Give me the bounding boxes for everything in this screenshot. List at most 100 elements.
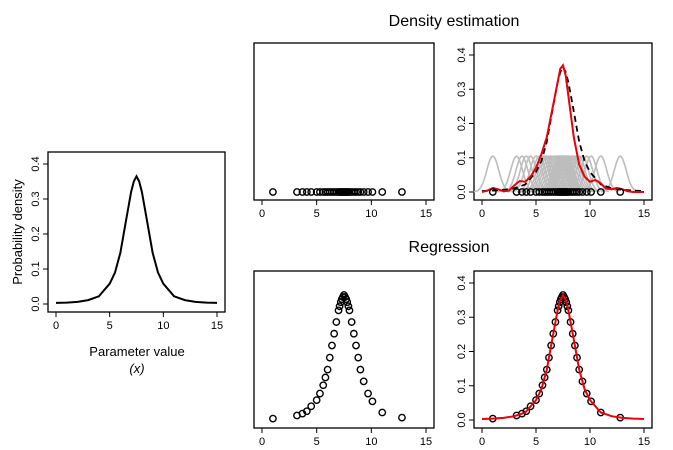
x-tick-label: 0 <box>259 208 265 220</box>
x-tick-label: 10 <box>584 436 596 448</box>
x-tick-label: 10 <box>365 208 377 220</box>
density-estimation-title: Density estimation <box>389 13 520 30</box>
x-tick-label: 0 <box>479 208 485 220</box>
sample-point <box>578 188 587 196</box>
sample-point <box>616 188 625 196</box>
y-tick-label: 0.2 <box>30 226 42 241</box>
sample-point <box>298 188 307 196</box>
plot-frame <box>253 42 435 201</box>
regression-title: Regression <box>409 239 490 256</box>
x-tick-label: 15 <box>211 320 223 332</box>
x-tick-label: 15 <box>638 208 650 220</box>
x-tick-label: 10 <box>365 436 377 448</box>
sample-point <box>522 188 531 196</box>
sample-point <box>356 365 365 374</box>
sample-point <box>359 188 368 196</box>
sample-point <box>587 397 595 406</box>
x-axis-label-symbol: (x) <box>129 361 144 376</box>
sample-point <box>307 402 316 411</box>
sample-point <box>335 302 344 311</box>
x-tick-label: 0 <box>259 436 265 448</box>
sample-point <box>293 188 301 196</box>
sample-point <box>316 389 324 398</box>
sample-point <box>582 188 591 196</box>
sample-point <box>512 188 521 196</box>
x-tick-label: 5 <box>533 208 539 220</box>
sample-point <box>488 188 497 196</box>
sample-point <box>343 298 352 307</box>
sample-point <box>364 188 372 196</box>
y-tick-label: 0.1 <box>456 378 468 393</box>
sample-point <box>316 188 324 196</box>
x-tick-label: 10 <box>584 208 596 220</box>
x-tick-label: 5 <box>107 320 113 332</box>
sample-point <box>321 373 330 382</box>
x-tick-label: 15 <box>420 436 432 448</box>
sample-point <box>302 188 311 196</box>
sample-point <box>269 414 277 423</box>
sample-point <box>332 318 341 326</box>
sample-point <box>526 188 535 196</box>
panel-samples-strip: 0 5 10 15 <box>253 42 435 220</box>
sample-point <box>312 396 321 405</box>
y-tick-label: 0.0 <box>30 296 42 311</box>
y-tick-label: 0.3 <box>456 310 468 325</box>
sample-point <box>364 389 372 398</box>
sample-point <box>325 353 334 362</box>
y-tick-label: 0.0 <box>456 184 468 199</box>
x-tick-label: 0 <box>53 320 59 332</box>
density-curve <box>55 174 218 304</box>
y-tick-label: 0.0 <box>456 412 468 427</box>
sample-point <box>378 408 387 417</box>
sample-point <box>323 365 332 374</box>
sample-point <box>307 188 316 196</box>
sample-point <box>596 188 605 196</box>
y-tick-label: 0.1 <box>456 150 468 165</box>
panel-kde: 0 5 10 15 0.0 0.1 0.2 0.3 0.4 <box>456 42 653 220</box>
sample-point <box>319 381 328 390</box>
sample-point <box>398 413 406 422</box>
x-tick-label: 15 <box>420 208 432 220</box>
sample-point <box>345 306 354 315</box>
x-tick-label: 5 <box>533 436 539 448</box>
sample-point <box>368 188 377 196</box>
sample-point <box>269 188 277 196</box>
sample-point <box>575 188 584 196</box>
sample-point <box>344 302 353 311</box>
true-density-dashed <box>481 65 645 192</box>
sample-point <box>587 188 595 196</box>
sample-point <box>352 341 360 350</box>
y-axis-label: Probability density <box>10 179 25 285</box>
sample-point <box>356 188 365 196</box>
sample-point <box>347 318 356 326</box>
x-tick-label: 0 <box>479 436 485 448</box>
sample-point <box>522 407 531 416</box>
x-tick-label: 15 <box>638 436 650 448</box>
sample-point <box>349 329 358 338</box>
x-tick-label: 10 <box>157 320 169 332</box>
sample-point <box>302 407 311 416</box>
sample-point <box>398 188 406 196</box>
y-tick-label: 0.4 <box>456 47 468 62</box>
y-tick-label: 0.2 <box>456 116 468 131</box>
sample-point <box>334 306 343 315</box>
sample-point <box>596 408 605 417</box>
sample-point <box>535 188 544 196</box>
x-tick-label: 5 <box>314 208 320 220</box>
kde-estimate-line <box>481 63 644 193</box>
x-tick-label: 5 <box>314 436 320 448</box>
panel-regression-fit: 0 5 10 15 0.0 0.1 0.2 0.3 0.4 <box>456 270 653 448</box>
regression-fit-line <box>481 292 645 420</box>
sample-point <box>330 329 339 338</box>
panel-regression-samples: 0 5 10 15 <box>253 270 435 448</box>
sample-point <box>378 188 387 196</box>
sample-point <box>354 353 363 362</box>
y-tick-label: 0.3 <box>30 191 42 206</box>
sample-point <box>526 402 535 411</box>
sample-point <box>368 397 377 406</box>
y-tick-label: 0.3 <box>456 82 468 97</box>
panel-true-density: 0 5 10 15 0.0 0.1 0.2 0.3 0.4 <box>30 151 226 332</box>
y-tick-label: 0.4 <box>456 275 468 290</box>
sample-point <box>518 188 526 196</box>
